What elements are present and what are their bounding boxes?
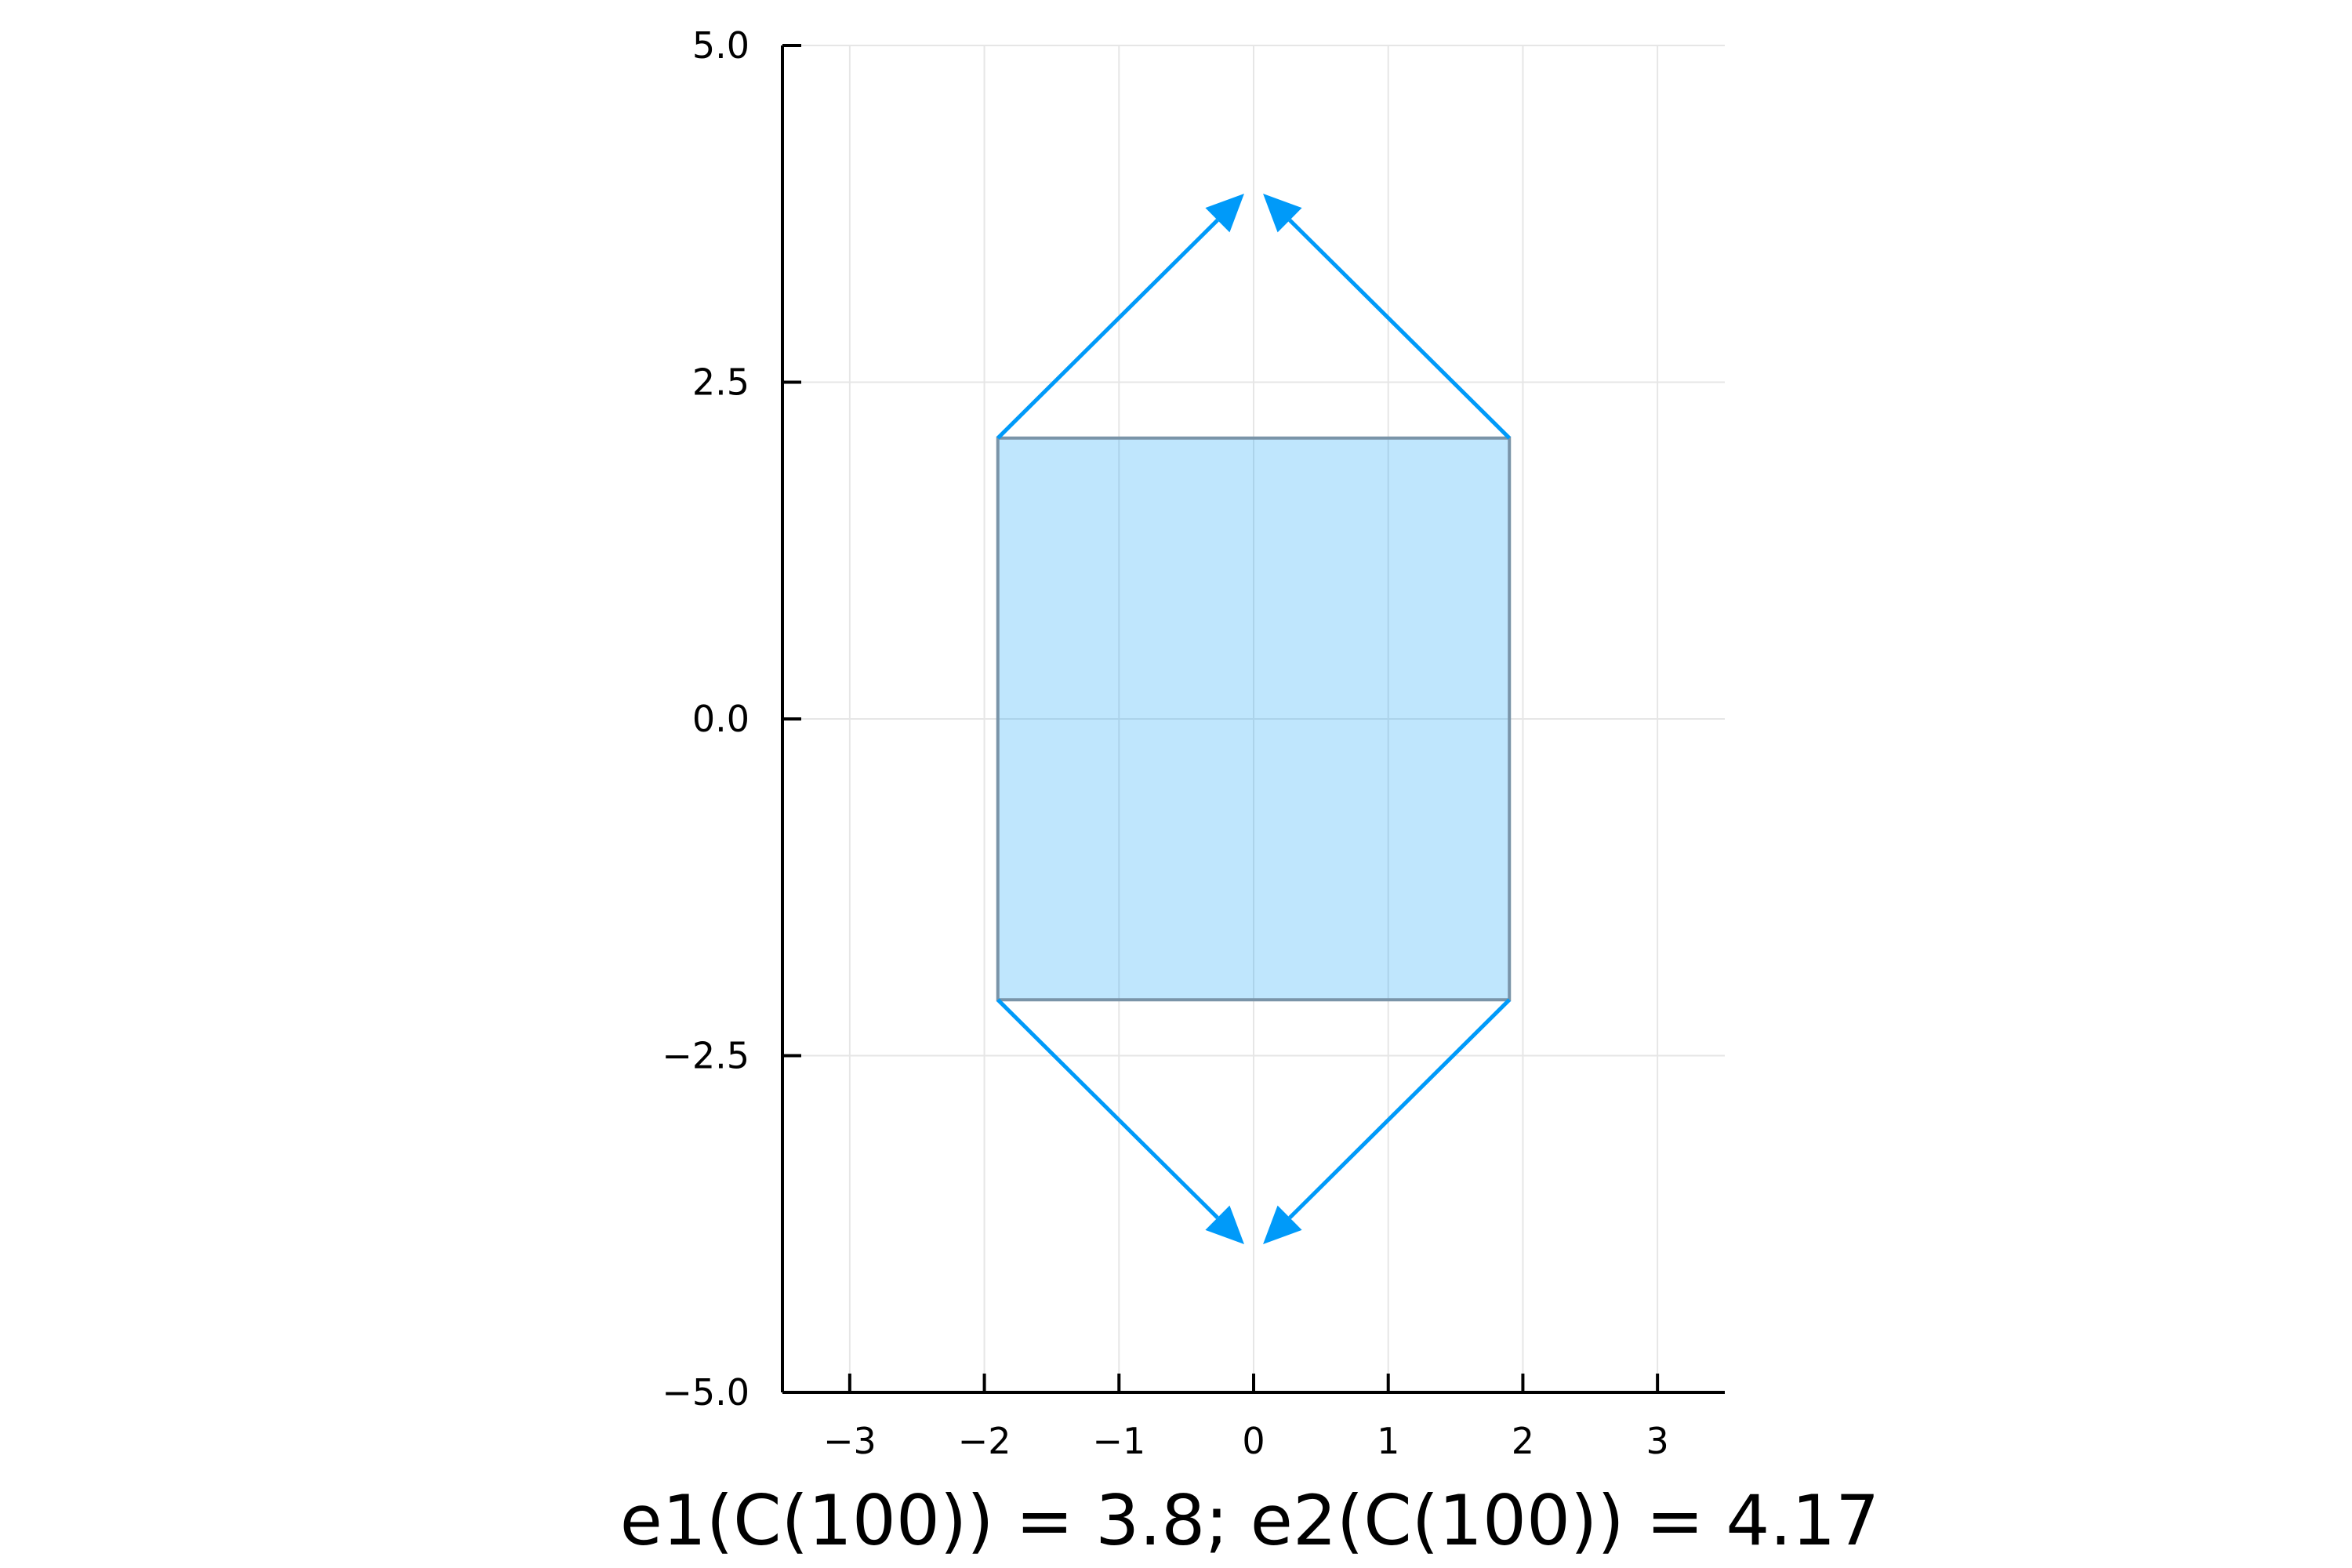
arrow-shaft-2 xyxy=(1288,219,1512,440)
arrow-head-3 xyxy=(1205,1205,1244,1245)
arrow-head-4 xyxy=(1263,1205,1302,1245)
y-tick-label: −2.5 xyxy=(662,1035,750,1077)
y-tick-label: 5.0 xyxy=(692,24,750,67)
y-tick-label: 2.5 xyxy=(692,361,750,404)
y-tick-label: 0.0 xyxy=(692,698,750,740)
arrow-head-2 xyxy=(1263,193,1302,233)
x-tick-label: −1 xyxy=(1092,1420,1145,1462)
arrow-head-1 xyxy=(1205,193,1244,233)
x-tick-label: 2 xyxy=(1512,1420,1534,1462)
grid xyxy=(782,45,1725,1393)
arrow-layer xyxy=(996,193,1512,1245)
x-tick-label: 1 xyxy=(1377,1420,1399,1462)
x-tick-label: −2 xyxy=(958,1420,1011,1462)
x-tick-label: −3 xyxy=(823,1420,877,1462)
x-tick-label: 0 xyxy=(1242,1420,1265,1462)
rectangle-shape xyxy=(996,436,1512,1002)
rectangle-layer xyxy=(996,436,1512,1002)
arrow-shaft-1 xyxy=(996,219,1219,440)
y-tick-label: −5.0 xyxy=(662,1371,750,1414)
ticks: −3 −2 −1 0 1 2 3 −5.0 −2.5 0.0 2.5 5.0 xyxy=(662,24,1668,1462)
chart-caption: e1(C(100)) = 3.8; e2(C(100)) = 4.17 xyxy=(620,1480,1880,1561)
arrow-shaft-4 xyxy=(1288,998,1512,1219)
arrow-shaft-3 xyxy=(996,998,1219,1219)
x-tick-label: 3 xyxy=(1646,1420,1669,1462)
